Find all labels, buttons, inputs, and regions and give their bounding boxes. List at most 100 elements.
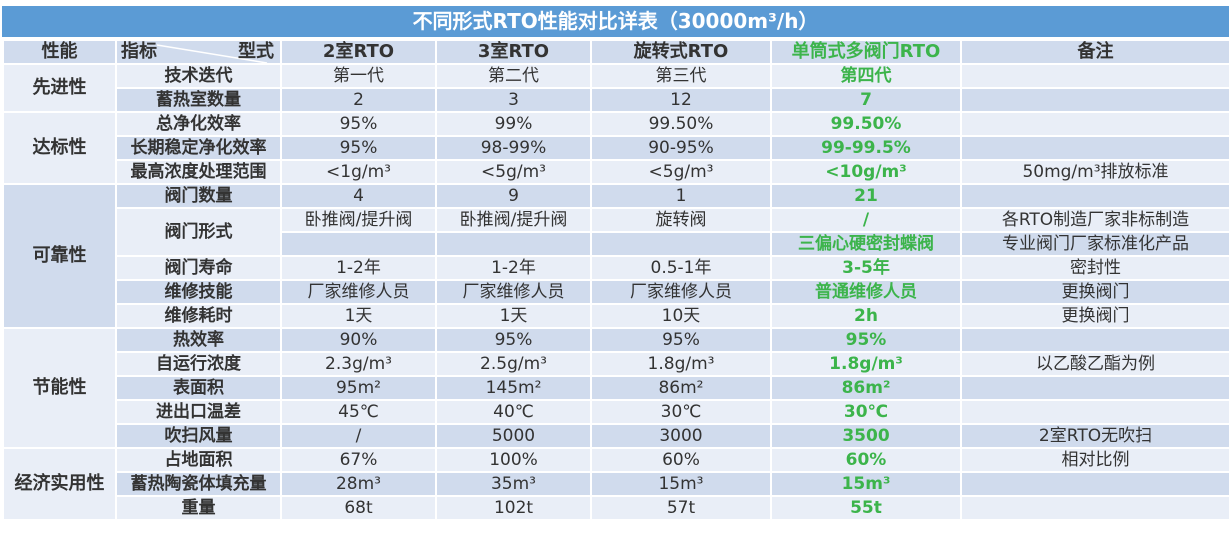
- value-cell: 3000: [590, 423, 772, 449]
- table-row: 阀门形式 卧推阀/提升阀 卧推阀/提升阀 旋转阀 / 各RTO制造厂家非标制造: [3, 207, 1231, 257]
- value-cell: 99.50%: [590, 111, 772, 137]
- remark-cell: [960, 399, 1231, 425]
- value-cell: 95%: [435, 327, 592, 353]
- value-cell: 3: [435, 87, 592, 113]
- indicator-cell: 自运行浓度: [115, 351, 282, 377]
- remark-cell: [960, 375, 1231, 401]
- remark-cell: [960, 471, 1231, 497]
- value-cell: 9: [435, 183, 592, 209]
- value-cell: 3500: [770, 423, 962, 449]
- value-cell: 68t: [280, 495, 437, 521]
- remark-cell: [960, 63, 1231, 89]
- indicator-cell: 总净化效率: [115, 111, 282, 137]
- value-cell: 95m²: [280, 375, 437, 401]
- header-row: 性能 指标 型式 2室RTO 3室RTO 旋转式RTO 单筒式多阀门RTO 备注: [2, 39, 1231, 65]
- remark-cell: [960, 135, 1231, 161]
- diagonal-line: [156, 44, 266, 62]
- table-row: 阀门寿命 1-2年 1-2年 0.5-1年 3-5年 密封性: [3, 255, 1231, 281]
- value-cell: 卧推阀/提升阀: [280, 207, 437, 233]
- value-cell: 90-95%: [590, 135, 772, 161]
- value-cell: 2h: [770, 303, 962, 329]
- indicator-cell: 技术迭代: [115, 63, 282, 89]
- indicator-cell: 最高浓度处理范围: [115, 159, 282, 185]
- value-cell: 第四代: [770, 63, 962, 89]
- value-cell: 1天: [280, 303, 437, 329]
- value-cell: /: [770, 207, 962, 233]
- value-cell: 旋转阀: [590, 207, 772, 233]
- table-row: 蓄热陶瓷体填充量 28m³ 35m³ 15m³ 15m³: [3, 471, 1231, 497]
- value-cell: 1.8g/m³: [590, 351, 772, 377]
- indicator-cell: 维修耗时: [115, 303, 282, 329]
- value-cell: 7: [770, 87, 962, 113]
- table-row: 吹扫风量/5000 3000 3500 2室RTO无吹扫: [3, 423, 1231, 449]
- value-cell: 1-2年: [280, 255, 437, 281]
- value-cell: 1-2年: [435, 255, 592, 281]
- table-row: 蓄热室数量 2 3 12 7: [3, 87, 1231, 113]
- remark-cell: 更换阀门: [960, 279, 1231, 305]
- table-row: 重量 68t 102t 57t 55t: [3, 495, 1231, 521]
- value-cell: 95%: [590, 327, 772, 353]
- value-cell: 第三代: [590, 63, 772, 89]
- table-row: 可靠性 阀门数量 4 9 1 21: [2, 183, 1231, 329]
- indicator-cell: 表面积: [115, 375, 282, 401]
- value-cell: 普通维修人员: [770, 279, 962, 305]
- value-cell: 102t: [435, 495, 592, 521]
- value-cell: 2: [280, 87, 437, 113]
- header-category: 性能: [2, 39, 117, 65]
- value-cell: <5g/m³: [435, 159, 592, 185]
- table-row: 经济实用性 占地面积 67% 100% 60% 60% 相对比例: [2, 447, 1231, 521]
- category-cell: 达标性: [2, 111, 117, 185]
- value-cell: 60%: [590, 447, 772, 473]
- table-row: 节能性 热效率 90% 95% 95% 95%: [2, 327, 1231, 449]
- remark-cell: 更换阀门: [960, 303, 1231, 329]
- header-col-2-chamber: 2室RTO: [280, 39, 437, 65]
- value-cell: 2.5g/m³: [435, 351, 592, 377]
- value-cell: 3-5年: [770, 255, 962, 281]
- value-cell: 100%: [435, 447, 592, 473]
- value-cell: 95%: [770, 327, 962, 353]
- value-cell: 60%: [770, 447, 962, 473]
- value-cell: 95%: [280, 135, 437, 161]
- value-cell: 厂家维修人员: [435, 279, 592, 305]
- header-col-remarks: 备注: [960, 39, 1231, 65]
- value-cell: 55t: [770, 495, 962, 521]
- table-row: 达标性 总净化效率 95% 99% 99.50% 99.50%: [2, 111, 1231, 185]
- category-cell: 先进性: [2, 63, 117, 113]
- table-row: 三偏心硬密封蝶阀 专业阀门厂家标准化产品: [3, 231, 1231, 257]
- remark-cell: [960, 495, 1231, 521]
- header-indicator: 指标: [121, 41, 157, 62]
- value-cell: 0.5-1年: [590, 255, 772, 281]
- table-row: 维修技能 厂家维修人员 厂家维修人员 厂家维修人员 普通维修人员 更换阀门: [3, 279, 1231, 305]
- header-col-3-chamber: 3室RTO: [435, 39, 592, 65]
- indicator-cell: 阀门寿命: [115, 255, 282, 281]
- value-cell: 30℃: [770, 399, 962, 425]
- value-cell: 1: [590, 183, 772, 209]
- value-cell: <5g/m³: [590, 159, 772, 185]
- value-cell: 21: [770, 183, 962, 209]
- value-cell: 30℃: [590, 399, 772, 425]
- remark-cell: 以乙酸乙酯为例: [960, 351, 1231, 377]
- value-cell: 1.8g/m³: [770, 351, 962, 377]
- value-cell: 86m²: [770, 375, 962, 401]
- value-cell: 厂家维修人员: [280, 279, 437, 305]
- value-cell: 15m³: [590, 471, 772, 497]
- value-cell: 卧推阀/提升阀: [435, 207, 592, 233]
- category-cell: 经济实用性: [2, 447, 117, 521]
- value-cell: /: [280, 423, 437, 449]
- value-cell: 99.50%: [770, 111, 962, 137]
- value-cell: 1天: [435, 303, 592, 329]
- remark-cell: 各RTO制造厂家非标制造: [960, 207, 1231, 233]
- value-cell: 12: [590, 87, 772, 113]
- table-title: 不同形式RTO性能对比详表（30000m³/h）: [2, 6, 1229, 39]
- value-cell: [435, 231, 592, 257]
- comparison-table-container: 不同形式RTO性能对比详表（30000m³/h） 性能 指标 型式 2室RTO …: [2, 6, 1231, 521]
- value-cell: 4: [280, 183, 437, 209]
- value-cell: <10g/m³: [770, 159, 962, 185]
- value-cell: 40℃: [435, 399, 592, 425]
- header-col-rotary: 旋转式RTO: [590, 39, 772, 65]
- value-cell: 35m³: [435, 471, 592, 497]
- table-row: 自运行浓度 2.3g/m³ 2.5g/m³ 1.8g/m³ 1.8g/m³ 以乙酸乙酯为例: [3, 351, 1231, 377]
- remark-cell: 相对比例: [960, 447, 1231, 473]
- value-cell: 99-99.5%: [770, 135, 962, 161]
- indicator-cell: 蓄热室数量: [115, 87, 282, 113]
